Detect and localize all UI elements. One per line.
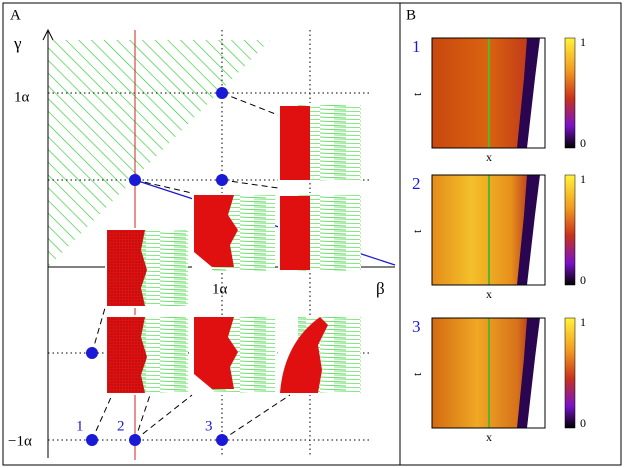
inset-red xyxy=(107,317,147,393)
inset xyxy=(105,315,188,395)
plot-label: 1 xyxy=(412,37,421,56)
points xyxy=(86,87,228,446)
plot-label: 2 xyxy=(412,174,421,193)
x-axis-label: β xyxy=(376,279,385,298)
inset xyxy=(278,193,361,273)
heatmap: 3 t x 1 0 xyxy=(410,315,586,444)
inset-red xyxy=(280,196,310,270)
colorbar-tick: 1 xyxy=(580,172,586,186)
heatmap-empty xyxy=(527,38,546,148)
colorbar xyxy=(564,174,576,286)
point-label: 2 xyxy=(117,418,125,434)
colorbar-tick: 1 xyxy=(580,315,586,329)
connector-lines xyxy=(91,92,291,441)
y-tick-label: −1α xyxy=(8,433,32,449)
point-label: 1 xyxy=(76,418,84,434)
y-tick-label: 1α xyxy=(14,89,30,105)
inset-red xyxy=(280,317,328,393)
x-axis-label: x xyxy=(486,430,492,444)
panel-label: A xyxy=(10,7,21,23)
colorbar xyxy=(564,317,576,429)
colorbar xyxy=(564,37,576,149)
inset xyxy=(278,103,361,183)
heatmap-empty xyxy=(527,175,546,285)
heatmap-frame xyxy=(431,317,546,429)
heatmap-frame xyxy=(431,174,546,286)
inset-red xyxy=(280,106,310,180)
inset xyxy=(278,315,361,395)
heatmap: 1 t x 1 0 xyxy=(410,35,586,164)
x-tick-label: 1α xyxy=(212,281,228,297)
plot-label: 3 xyxy=(412,317,421,336)
x-axis-label: x xyxy=(486,150,492,164)
y-axis-label: γ xyxy=(13,34,22,53)
inset-red xyxy=(107,230,147,306)
point-label: 3 xyxy=(205,418,213,434)
y-axis-label: t xyxy=(410,92,424,96)
colorbar-tick: 0 xyxy=(580,273,586,287)
heatmap-empty xyxy=(527,318,546,428)
y-axis-label: t xyxy=(410,372,424,376)
hatched-region xyxy=(48,40,270,267)
inset xyxy=(192,315,275,395)
inset-red xyxy=(194,195,238,267)
heatmap: 2 t x 1 0 xyxy=(410,172,586,301)
inset xyxy=(192,193,275,273)
inset xyxy=(105,228,188,308)
colorbar-tick: 1 xyxy=(580,35,586,49)
panel-label: B xyxy=(406,7,416,23)
inset-red xyxy=(194,317,238,389)
heatmaps: 1 t x 1 0 2 t x 1 0 3 t x 1 0 xyxy=(410,35,586,444)
colorbar-tick: 0 xyxy=(580,136,586,150)
x-axis-label: x xyxy=(486,287,492,301)
y-axis-label: t xyxy=(410,229,424,233)
colorbar-tick: 0 xyxy=(580,416,586,430)
insets xyxy=(105,103,361,395)
panel-b-frame xyxy=(399,2,622,466)
heatmap-frame xyxy=(431,37,546,149)
